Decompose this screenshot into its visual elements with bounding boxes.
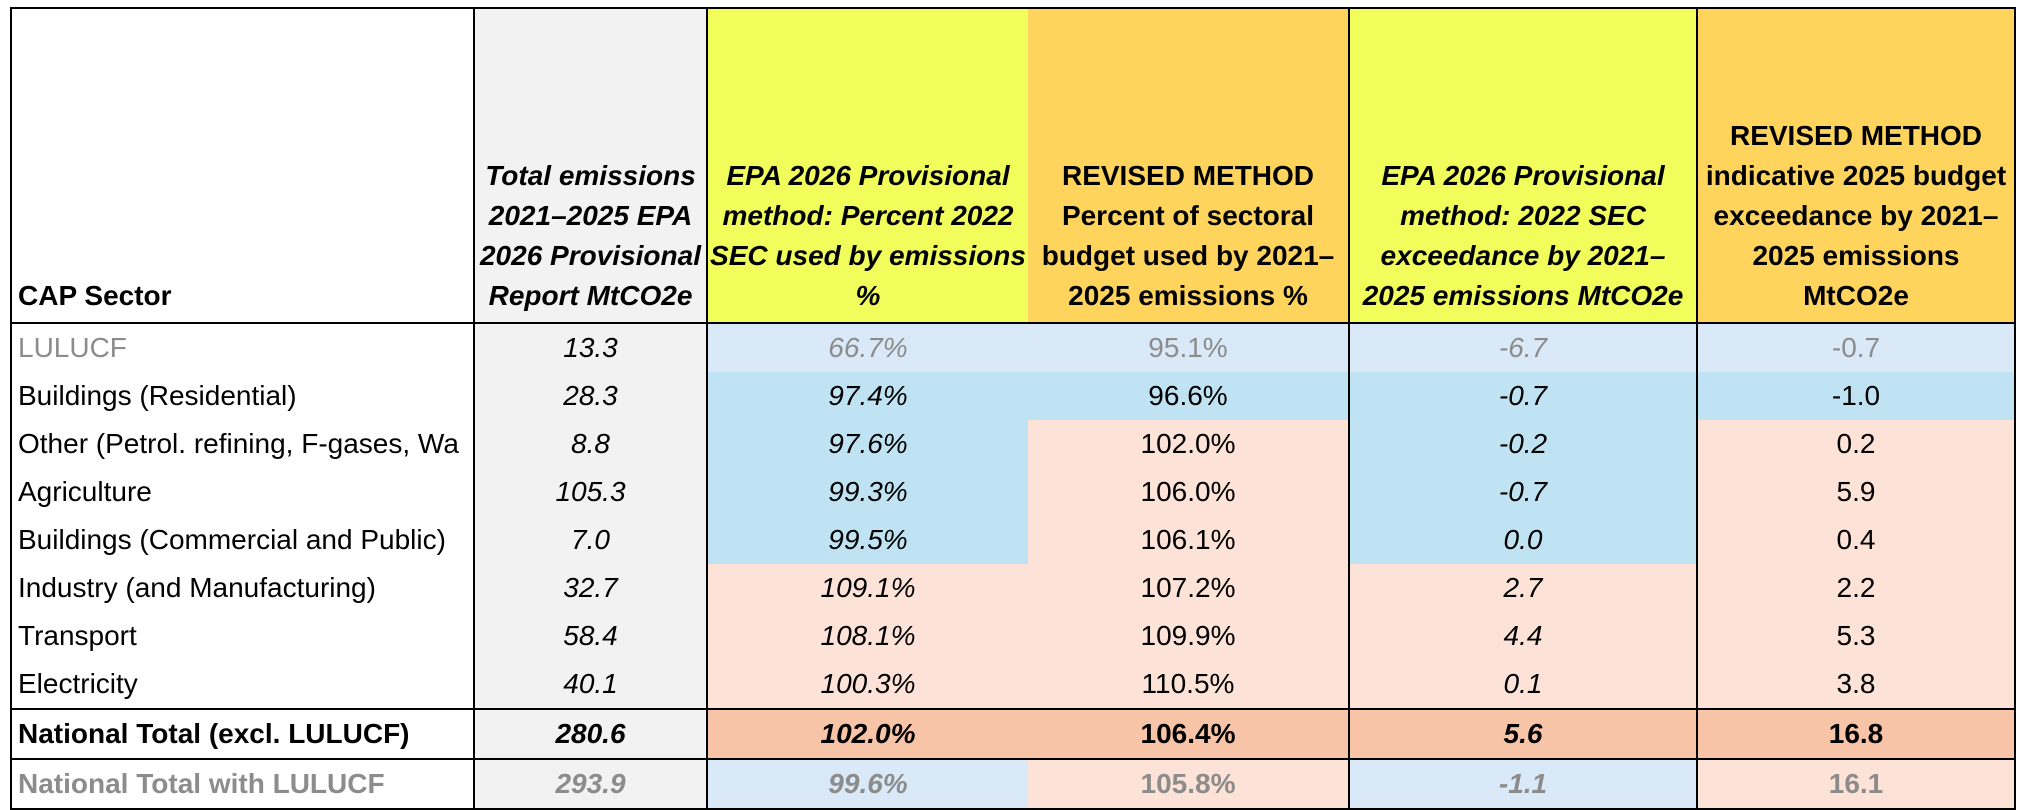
cell-epa-exc: 2.7	[1348, 564, 1697, 612]
cell-rev-exc: 16.8	[1696, 708, 2016, 760]
table-row: LULUCF 13.3 66.7% 95.1% -6.7 -0.7	[10, 323, 2016, 372]
cell-rev-pct: 106.1%	[1028, 516, 1349, 564]
cell-epa-pct: 99.3%	[706, 468, 1028, 516]
cell-total: 58.4	[473, 612, 707, 660]
cell-epa-pct: 97.6%	[706, 420, 1028, 468]
cell-epa-exc: -0.2	[1348, 420, 1697, 468]
cell-epa-pct: 100.3%	[706, 660, 1028, 709]
cell-total: 280.6	[473, 708, 707, 760]
table-row: Industry (and Manufacturing) 32.7 109.1%…	[10, 564, 2016, 612]
header-revised-exceedance: REVISED METHOD indicative 2025 budget ex…	[1696, 7, 2016, 324]
cell-epa-pct: 102.0%	[706, 708, 1028, 760]
table-row-national-total: National Total (excl. LULUCF) 280.6 102.…	[10, 708, 2016, 760]
cell-rev-exc: 0.2	[1696, 420, 2016, 468]
cell-rev-pct: 107.2%	[1028, 564, 1349, 612]
cell-sector: Buildings (Residential)	[10, 372, 474, 420]
cell-rev-exc: 16.1	[1696, 759, 2016, 810]
cell-sector: Transport	[10, 612, 474, 660]
cell-epa-pct: 109.1%	[706, 564, 1028, 612]
table-row: Transport 58.4 108.1% 109.9% 4.4 5.3	[10, 612, 2016, 660]
cell-rev-pct: 95.1%	[1028, 323, 1349, 372]
cell-sector: LULUCF	[10, 323, 474, 372]
cell-epa-pct: 97.4%	[706, 372, 1028, 420]
cell-epa-exc: -0.7	[1348, 468, 1697, 516]
cell-sector: Other (Petrol. refining, F-gases, Wa	[10, 420, 474, 468]
table-row-national-total-with-lulucf: National Total with LULUCF 293.9 99.6% 1…	[10, 759, 2016, 810]
cell-epa-exc: -0.7	[1348, 372, 1697, 420]
cell-total: 13.3	[473, 323, 707, 372]
cell-epa-exc: 5.6	[1348, 708, 1697, 760]
cell-sector: Agriculture	[10, 468, 474, 516]
table-row: Other (Petrol. refining, F-gases, Wa 8.8…	[10, 420, 2016, 468]
cell-rev-exc: 3.8	[1696, 660, 2016, 709]
header-row: CAP Sector Total emissions 2021–2025 EPA…	[10, 7, 2016, 324]
cell-rev-exc: 5.3	[1696, 612, 2016, 660]
cell-sector: National Total (excl. LULUCF)	[10, 708, 474, 760]
cell-rev-exc: -0.7	[1696, 323, 2016, 372]
cell-total: 105.3	[473, 468, 707, 516]
cell-rev-pct: 106.0%	[1028, 468, 1349, 516]
cell-rev-exc: 5.9	[1696, 468, 2016, 516]
cell-rev-pct: 96.6%	[1028, 372, 1349, 420]
cell-total: 8.8	[473, 420, 707, 468]
cell-epa-exc: 0.1	[1348, 660, 1697, 709]
cell-total: 7.0	[473, 516, 707, 564]
cell-rev-exc: 0.4	[1696, 516, 2016, 564]
emissions-table: CAP Sector Total emissions 2021–2025 EPA…	[10, 7, 2016, 810]
cell-total: 28.3	[473, 372, 707, 420]
cell-epa-pct: 99.6%	[706, 759, 1028, 810]
cell-sector: Electricity	[10, 660, 474, 709]
cell-sector: Industry (and Manufacturing)	[10, 564, 474, 612]
cell-total: 293.9	[473, 759, 707, 810]
cell-rev-pct: 106.4%	[1028, 708, 1349, 760]
cell-epa-pct: 99.5%	[706, 516, 1028, 564]
header-epa-percent: EPA 2026 Provisional method: Percent 202…	[706, 7, 1028, 324]
cell-sector: National Total with LULUCF	[10, 759, 474, 810]
cell-epa-pct: 108.1%	[706, 612, 1028, 660]
header-revised-percent: REVISED METHOD Percent of sectoral budge…	[1028, 7, 1349, 324]
cell-rev-pct: 105.8%	[1028, 759, 1349, 810]
cell-epa-pct: 66.7%	[706, 323, 1028, 372]
cell-rev-pct: 110.5%	[1028, 660, 1349, 709]
header-sector: CAP Sector	[10, 7, 474, 324]
header-epa-exceedance: EPA 2026 Provisional method: 2022 SEC ex…	[1348, 7, 1697, 324]
table-row: Electricity 40.1 100.3% 110.5% 0.1 3.8	[10, 660, 2016, 709]
cell-epa-exc: -1.1	[1348, 759, 1697, 810]
header-total-emissions: Total emissions 2021–2025 EPA 2026 Provi…	[473, 7, 707, 324]
emissions-table-container: CAP Sector Total emissions 2021–2025 EPA…	[10, 7, 2016, 810]
cell-total: 40.1	[473, 660, 707, 709]
cell-epa-exc: 4.4	[1348, 612, 1697, 660]
table-row: Buildings (Commercial and Public) 7.0 99…	[10, 516, 2016, 564]
table-row: Buildings (Residential) 28.3 97.4% 96.6%…	[10, 372, 2016, 420]
cell-epa-exc: -6.7	[1348, 323, 1697, 372]
cell-total: 32.7	[473, 564, 707, 612]
cell-epa-exc: 0.0	[1348, 516, 1697, 564]
cell-sector: Buildings (Commercial and Public)	[10, 516, 474, 564]
cell-rev-exc: -1.0	[1696, 372, 2016, 420]
cell-rev-pct: 109.9%	[1028, 612, 1349, 660]
cell-rev-pct: 102.0%	[1028, 420, 1349, 468]
table-row: Agriculture 105.3 99.3% 106.0% -0.7 5.9	[10, 468, 2016, 516]
cell-rev-exc: 2.2	[1696, 564, 2016, 612]
